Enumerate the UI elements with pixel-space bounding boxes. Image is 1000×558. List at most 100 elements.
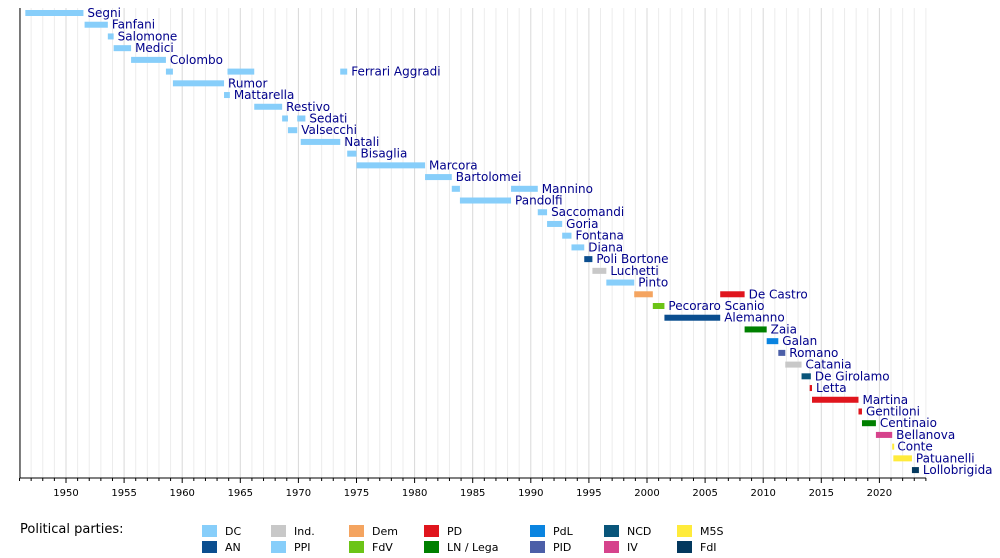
term-bar xyxy=(634,291,653,298)
legend-swatch xyxy=(271,525,286,537)
minister-name: Conte xyxy=(897,440,932,454)
legend-label: AN xyxy=(225,541,241,554)
minister-name: Mannino xyxy=(542,182,593,196)
legend-swatch xyxy=(677,525,692,537)
term-bar xyxy=(571,244,585,251)
minister-name: Lollobrigida xyxy=(923,463,993,477)
tick-label: 2000 xyxy=(634,488,659,499)
minister-name: Bisaglia xyxy=(361,147,408,161)
legend-label: NCD xyxy=(627,525,651,538)
term-bar xyxy=(131,56,166,63)
term-bar xyxy=(664,314,721,321)
legend-swatch xyxy=(271,541,286,553)
term-bar xyxy=(812,396,859,403)
term-bar xyxy=(809,385,813,392)
legend-swatch xyxy=(202,541,217,553)
term-bar xyxy=(861,420,876,427)
term-bar xyxy=(801,373,811,380)
term-bar xyxy=(172,80,225,87)
term-bar xyxy=(592,267,607,274)
minister-name: Valsecchi xyxy=(301,123,357,137)
tick-label: 1950 xyxy=(53,488,78,499)
legend-label: Dem xyxy=(372,525,398,538)
term-bar xyxy=(652,303,665,309)
legend-title: Political parties: xyxy=(20,522,124,537)
minister-name: Mattarella xyxy=(234,88,295,102)
minister-name: Catania xyxy=(806,358,852,372)
term-bars xyxy=(25,10,919,474)
term-bar xyxy=(282,115,288,122)
legend-label: PPI xyxy=(294,541,311,554)
term-bar xyxy=(562,232,572,239)
tick-label: 1970 xyxy=(286,488,311,499)
legend-swatch xyxy=(530,541,545,553)
minister-name: Poli Bortone xyxy=(596,252,668,266)
legend-swatch xyxy=(604,525,619,537)
term-bar xyxy=(340,68,348,75)
term-bar xyxy=(584,256,593,263)
year-gridlines xyxy=(19,8,927,478)
term-bar xyxy=(107,33,114,40)
legend-swatch xyxy=(349,525,364,537)
minister-name: Zaia xyxy=(771,322,797,336)
term-bar xyxy=(547,220,563,227)
minister-name: Letta xyxy=(816,381,847,395)
term-bar xyxy=(356,162,426,169)
legend-swatch xyxy=(530,525,545,537)
term-bar xyxy=(224,92,230,99)
tick-label: 1985 xyxy=(460,488,485,499)
minister-name: Restivo xyxy=(286,100,330,114)
legend-label: IV xyxy=(627,541,638,554)
minister-name: Fanfani xyxy=(112,18,155,32)
term-bar xyxy=(254,103,283,110)
minister-name: De Girolamo xyxy=(815,369,890,383)
term-bar xyxy=(297,115,306,122)
legend-swatch xyxy=(604,541,619,553)
term-bar xyxy=(165,68,173,75)
minister-name: Pecoraro Scanio xyxy=(668,299,764,313)
tick-label: 1980 xyxy=(402,488,427,499)
minister-name: Rumor xyxy=(228,76,267,90)
minister-name: Saccomandi xyxy=(551,205,624,219)
tick-label: 2005 xyxy=(692,488,717,499)
term-bar xyxy=(537,209,548,216)
minister-name: Bartolomei xyxy=(456,170,522,184)
party-legend: Political parties: DC AN Ind. PPI Dem FdV PD LN… xyxy=(20,522,723,554)
minister-name: Bellanova xyxy=(896,428,955,442)
term-bar xyxy=(606,279,635,286)
minister-name: Pandolfi xyxy=(515,194,563,208)
minister-name: Diana xyxy=(588,240,623,254)
term-bar xyxy=(287,127,298,134)
minister-name: Alemanno xyxy=(724,311,785,325)
minister-name: Segni xyxy=(87,6,121,20)
term-bar xyxy=(227,68,255,75)
term-bar xyxy=(451,185,460,192)
term-bar xyxy=(892,443,895,450)
term-bar xyxy=(459,197,512,204)
term-bar xyxy=(911,467,919,474)
minister-name: Salomone xyxy=(118,29,178,43)
term-bar xyxy=(766,338,779,345)
minister-name: Marcora xyxy=(429,158,478,172)
term-bar xyxy=(875,431,893,438)
term-bar xyxy=(84,21,108,28)
legend-swatch xyxy=(349,541,364,553)
term-bar xyxy=(347,150,357,157)
legend-swatch xyxy=(677,541,692,553)
tick-label: 1975 xyxy=(344,488,369,499)
legend-label: PD xyxy=(447,525,462,538)
minister-name: Goria xyxy=(566,217,598,231)
legend-label: FdI xyxy=(700,541,717,554)
tick-label: 1960 xyxy=(169,488,194,499)
minister-name: Martina xyxy=(862,393,908,407)
x-axis: 1950 1955 1960 1965 1970 1975 1980 1985 1990 1995… xyxy=(19,8,927,499)
legend-label: DC xyxy=(225,525,241,538)
minister-name: Colombo xyxy=(170,53,223,67)
minister-name: Galan xyxy=(782,334,817,348)
minister-name: Pinto xyxy=(638,276,668,290)
minister-name: Luchetti xyxy=(610,264,658,278)
minister-name: Gentiloni xyxy=(866,404,920,418)
term-bar xyxy=(511,185,538,192)
